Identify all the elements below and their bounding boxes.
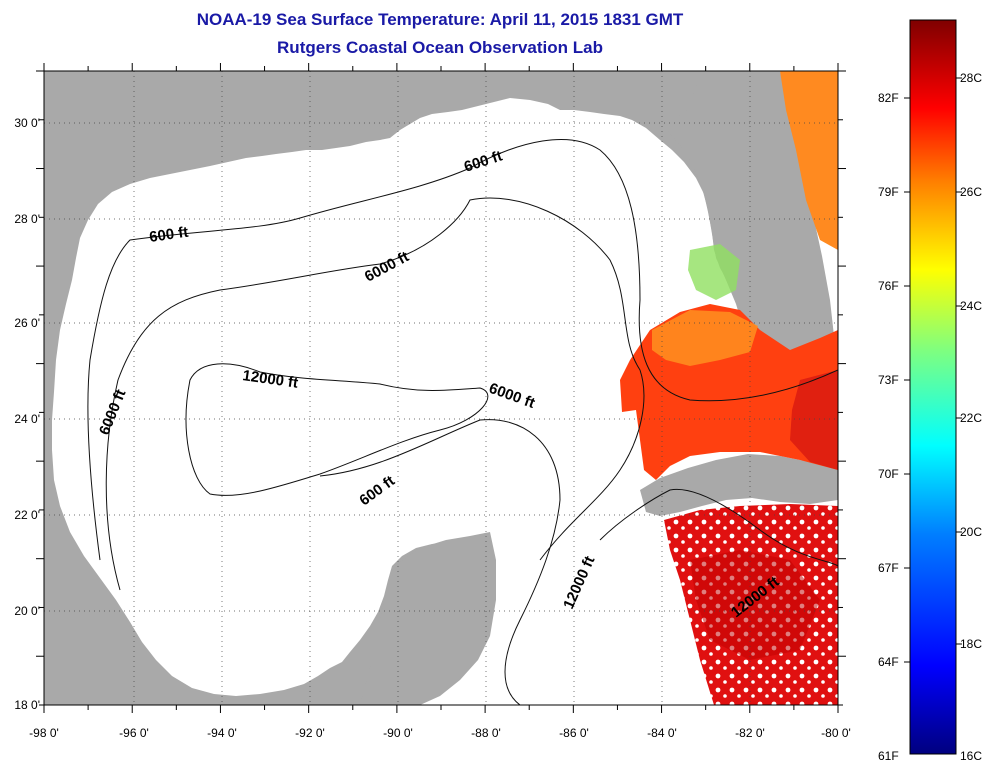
colorbar-f-label: 82F	[878, 91, 899, 105]
lat-label: 20 0'	[14, 604, 40, 618]
lon-label: -88 0'	[471, 726, 501, 740]
lat-label: 24 0'	[14, 412, 40, 426]
colorbar-c-label: 24C	[960, 299, 982, 313]
sst-green-patch	[688, 244, 740, 300]
colorbar-f-label: 70F	[878, 467, 899, 481]
contour-600ft	[87, 139, 838, 561]
axis-ticks	[36, 63, 846, 713]
contour-shelf-south	[319, 419, 561, 705]
colorbar-f-label: 61F	[878, 749, 899, 763]
sst-florida-east	[780, 71, 838, 250]
lat-label: 30 0'	[14, 116, 40, 130]
colorbar-celsius-labels: 28C 26C 24C 22C 20C 18C 16C	[960, 71, 982, 763]
colorbar-c-label: 22C	[960, 411, 982, 425]
contour-label: 600 ft	[148, 224, 189, 246]
map-subtitle: Rutgers Coastal Ocean Observation Lab	[277, 38, 603, 57]
colorbar-ticks	[904, 77, 962, 663]
contour-east-600	[599, 488, 838, 567]
colorbar-c-label: 18C	[960, 637, 982, 651]
lat-label: 22 0'	[14, 508, 40, 522]
sst-east-gulf-warm	[652, 310, 758, 366]
sst-dark-patch	[690, 550, 820, 660]
contour-6000ft	[105, 197, 645, 591]
lat-label: 18 0'	[14, 698, 40, 712]
colorbar-f-label: 64F	[878, 655, 899, 669]
colorbar-f-label: 73F	[878, 373, 899, 387]
colorbar-fahrenheit-labels: 82F 79F 76F 73F 70F 67F 64F 61F	[878, 91, 899, 763]
lon-label: -92 0'	[295, 726, 325, 740]
colorbar-f-label: 76F	[878, 279, 899, 293]
colorbar-c-label: 16C	[960, 749, 982, 763]
lon-label: -80 0'	[821, 726, 851, 740]
lon-label: -98 0'	[29, 726, 59, 740]
colorbar-f-label: 79F	[878, 185, 899, 199]
lon-label: -90 0'	[383, 726, 413, 740]
yucatan-land	[360, 532, 496, 705]
colorbar	[909, 19, 957, 755]
lat-label: 28 0'	[14, 212, 40, 226]
lon-label: -84 0'	[647, 726, 677, 740]
lon-label: -86 0'	[559, 726, 589, 740]
sst-florida-strait	[790, 370, 838, 470]
latitude-labels: 30 0' 28 0' 26 0' 24 0' 22 0' 20 0' 18 0…	[14, 116, 40, 712]
florida-land	[664, 71, 834, 386]
lon-label: -94 0'	[207, 726, 237, 740]
lon-label: -82 0'	[735, 726, 765, 740]
map-title: NOAA-19 Sea Surface Temperature: April 1…	[196, 10, 684, 29]
colorbar-c-label: 28C	[960, 71, 982, 85]
colorbar-c-label: 20C	[960, 525, 982, 539]
colorbar-f-label: 67F	[878, 561, 899, 575]
lat-label: 26 0'	[14, 316, 40, 330]
cuba-land	[640, 454, 838, 516]
lon-label: -96 0'	[119, 726, 149, 740]
colorbar-c-label: 26C	[960, 185, 982, 199]
contour-12000ft	[185, 363, 489, 496]
graticule	[44, 71, 838, 705]
bathymetry-contours	[87, 139, 838, 705]
longitude-labels: -98 0' -96 0' -94 0' -92 0' -90 0' -88 0…	[29, 726, 851, 740]
